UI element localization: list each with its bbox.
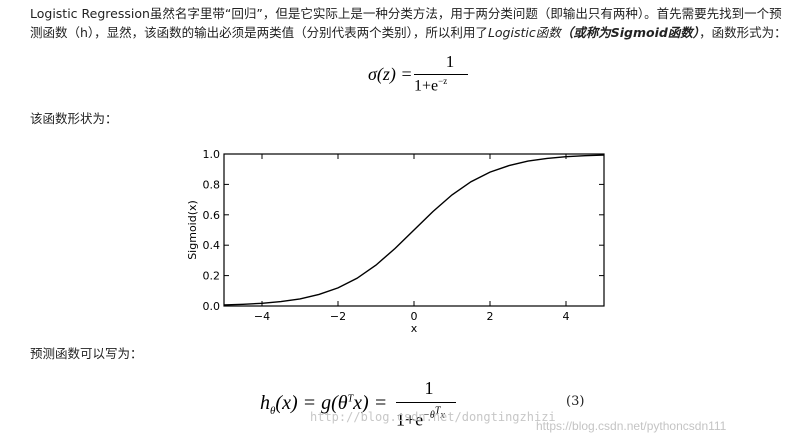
hypothesis-formula: hθ(x) = g(θTx) = 1 1+e−θTx	[260, 378, 600, 440]
formula-denominator: 1+e−z	[414, 76, 448, 95]
chart-svg: −4 −2 0 2 4 0.0 0.2 0.4 0.6 0.8 1.0 x Sigmoid(x)	[186, 148, 605, 334]
prediction-caption: 预测函数可以写为：	[30, 346, 143, 361]
hypothesis-denominator: 1+e−θTx	[396, 406, 445, 430]
y-tick-label: 0.0	[203, 300, 221, 313]
y-tick-label: 0.2	[203, 270, 221, 283]
sigmoid-term: （或称为Sigmoid函数）	[560, 25, 700, 40]
hypothesis-fraction-bar	[396, 402, 456, 403]
fraction-bar	[414, 74, 468, 75]
x-tick-label: 2	[487, 310, 494, 323]
hypothesis-numerator: 1	[424, 378, 434, 398]
x-tick-label: −2	[330, 310, 346, 323]
shape-caption: 该函数形状为：	[30, 111, 118, 126]
x-tick-label: 0	[411, 310, 418, 323]
x-axis-label: x	[411, 322, 418, 334]
y-tick-label: 0.8	[203, 178, 221, 191]
intro-paragraph: Logistic Regression虽然名字里带“回归”，但是它实际上是一种分…	[30, 4, 790, 42]
y-tick-label: 0.6	[203, 209, 221, 222]
y-axis-label: Sigmoid(x)	[186, 200, 199, 260]
y-tick-label: 1.0	[203, 148, 221, 161]
y-tick-label: 0.4	[203, 239, 221, 252]
x-tick-label: −4	[254, 310, 270, 323]
sigmoid-curve	[223, 154, 605, 306]
sigmoid-formula: σ(z) = 1 1+e−z	[368, 52, 488, 98]
hypothesis-lhs: hθ(x) = g(θTx) =	[260, 392, 388, 417]
watermark-old: http://blog.csdn.net/dongtingzhizi	[310, 410, 556, 424]
formula-numerator: 1	[445, 52, 455, 71]
watermark-csdn: https://blog.csdn.net/pythoncsdn111	[536, 419, 727, 433]
formula-lhs: σ(z) =	[368, 64, 413, 84]
x-tick-label: 4	[563, 310, 570, 323]
intro-text-end: ，函数形式为：	[699, 25, 787, 40]
logistic-term: Logistic函数	[487, 25, 561, 40]
intro-text: Logistic Regression虽然名字里带“回归”，但是它实际上是一种分…	[30, 6, 782, 40]
equation-number: (3)	[566, 394, 585, 409]
sigmoid-chart: −4 −2 0 2 4 0.0 0.2 0.4 0.6 0.8 1.0 x Sigmoid(x)	[180, 138, 620, 334]
